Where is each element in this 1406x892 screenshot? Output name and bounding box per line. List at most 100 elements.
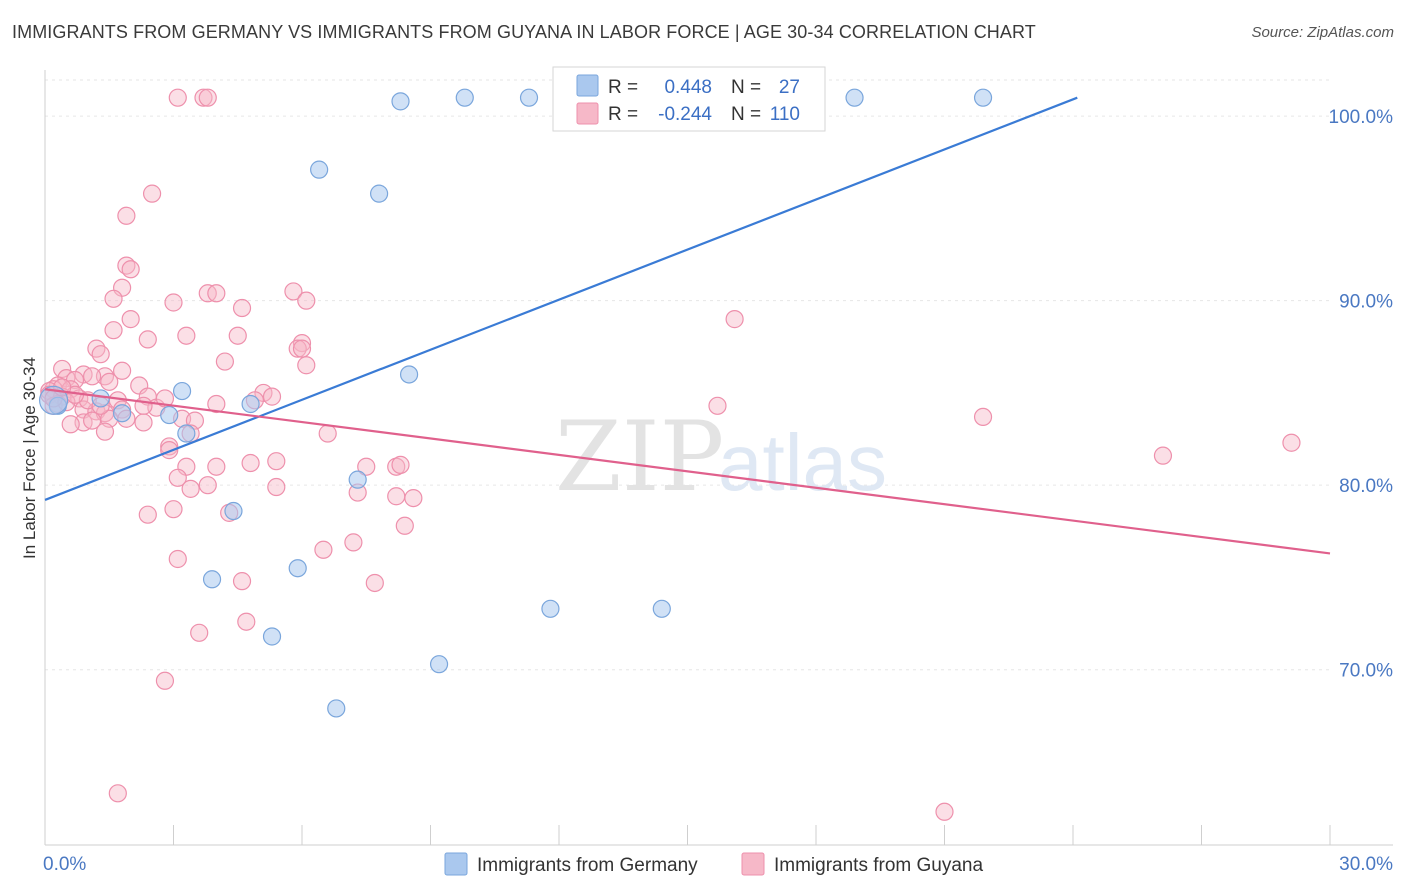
guyana-point [194, 88, 213, 107]
germany-point [391, 92, 410, 111]
guyana-point [207, 284, 226, 303]
guyana-point [284, 282, 303, 301]
guyana-point [357, 457, 376, 476]
guyana-point [207, 394, 226, 414]
guyana-point [121, 310, 140, 329]
guyana-point [288, 339, 307, 358]
guyana-point [973, 407, 993, 427]
germany-point [172, 381, 192, 401]
chart-title: IMMIGRANTS FROM GERMANY VS IMMIGRANTS FR… [12, 22, 1036, 42]
chart-source: Source: ZipAtlas.com [1251, 24, 1394, 41]
bottom-legend-label-guyana: Immigrants from Guyana [774, 855, 983, 876]
guyana-point [155, 671, 175, 690]
guyana-point [395, 516, 414, 535]
germany-point [160, 405, 179, 425]
germany-point [224, 501, 243, 521]
guyana-point [365, 573, 384, 593]
germany-point [288, 559, 307, 578]
legend-swatch-guyana [576, 102, 599, 125]
guyana-point [215, 352, 234, 371]
x-tick-label-1: 30.0% [1339, 854, 1393, 875]
tick-labels: 100.0% 90.0% 80.0% 70.0% 0.0% 30.0% [43, 107, 1393, 875]
guyana-point [267, 477, 286, 497]
germany-point [845, 88, 864, 107]
guyana-point [138, 330, 157, 349]
guyana-point [190, 623, 209, 642]
germany-point [455, 88, 474, 107]
germany-point [348, 470, 367, 489]
guyana-point [164, 293, 183, 312]
germany-point [202, 570, 222, 589]
germany-point [112, 404, 132, 423]
guyana-point [232, 298, 252, 318]
guyana-point [91, 345, 110, 364]
germany-point [973, 88, 993, 107]
germany-point [91, 389, 110, 408]
guyana-point [168, 468, 187, 487]
germany-point [241, 394, 260, 414]
guyana-point [198, 88, 217, 107]
legend-r-label-guyana: R = [608, 104, 638, 125]
guyana-point [108, 784, 127, 803]
watermark: ZIP atlas [555, 401, 887, 513]
guyana-point [138, 505, 157, 524]
x-tick-label-0: 0.0% [43, 854, 86, 875]
guyana-point [83, 367, 102, 386]
guyana-point [207, 457, 226, 476]
series-germany-points [38, 88, 993, 718]
guyana-point [232, 572, 252, 591]
guyana-point [725, 310, 744, 329]
guyana-point [267, 452, 286, 471]
bottom-legend: Immigrants from Germany Immigrants from … [444, 852, 983, 876]
guyana-point [387, 487, 406, 506]
guyana-point [104, 289, 123, 308]
guyana-point [112, 361, 132, 380]
guyana-point [1153, 446, 1173, 465]
legend-n-value-guyana: 110 [770, 104, 800, 125]
guyana-point [61, 415, 80, 434]
legend-r-label-germany: R = [608, 77, 638, 98]
germany-point [370, 184, 389, 203]
germany-point [310, 160, 329, 179]
y-tick-label-1: 90.0% [1339, 292, 1393, 313]
guyana-point [318, 424, 337, 443]
guyana-point [134, 413, 153, 432]
legend-swatch-germany [576, 74, 599, 97]
guyana-point [53, 359, 72, 379]
guyana-point [237, 612, 256, 631]
axes [44, 70, 1393, 846]
germany-point [519, 88, 539, 107]
guyana-point [344, 533, 363, 552]
guyana-point [104, 321, 123, 340]
germany-point [38, 385, 69, 415]
legend-n-label-germany: N = [731, 77, 761, 98]
bottom-legend-label-germany: Immigrants from Germany [477, 855, 698, 876]
guyana-point [95, 422, 115, 441]
guyana-point [935, 802, 954, 821]
bottom-legend-swatch-guyana [741, 852, 765, 876]
germany-point [262, 627, 282, 646]
legend-box: R = 0.448 N = 27 R = -0.244 N = 110 [552, 66, 826, 132]
guyana-point [1282, 433, 1301, 452]
legend-n-value-germany: 27 [779, 77, 800, 98]
legend-n-label-guyana: N = [731, 104, 761, 125]
germany-point [429, 655, 449, 674]
guyana-point [168, 88, 187, 107]
guyana-point [100, 372, 119, 391]
guyana-point [262, 387, 282, 406]
germany-point [541, 599, 560, 618]
germany-point [177, 424, 196, 443]
guyana-point [391, 455, 410, 474]
y-tick-label-3: 70.0% [1339, 661, 1393, 682]
trend-lines [44, 96, 1331, 555]
y-axis-label: In Labor Force | Age 30-34 [20, 357, 39, 559]
germany-point [652, 599, 671, 618]
guyana-point [117, 206, 136, 225]
guyana-point [142, 184, 162, 203]
germany-point [327, 699, 346, 718]
guyana-trend-line [44, 388, 1331, 555]
guyana-point [168, 549, 187, 569]
guyana-point [164, 500, 183, 519]
guyana-point [297, 291, 316, 310]
